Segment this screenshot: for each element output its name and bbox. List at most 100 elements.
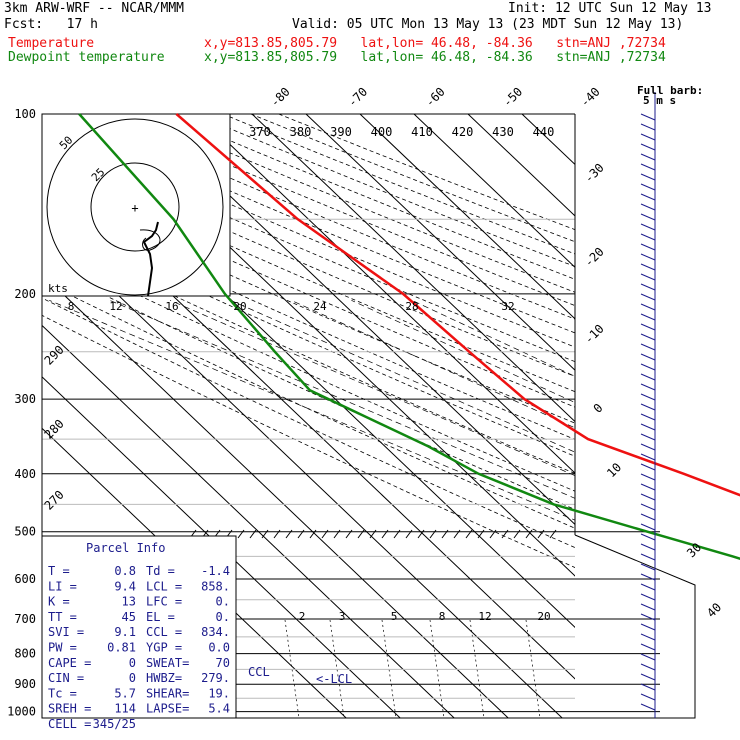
hodo-speed-tick: 24 (313, 300, 327, 313)
isotherm-line (143, 114, 575, 526)
skew-tick (501, 529, 509, 539)
mixing-ratio-label: 5 (391, 610, 398, 623)
dewpoint-line (78, 113, 740, 560)
parcel-key: SREH = (48, 702, 91, 716)
hodo-center-plus: + (131, 201, 138, 215)
skew-tick (477, 529, 485, 539)
temp-right-tick: 10 (604, 460, 624, 480)
isotherm-line (413, 114, 575, 269)
parcel-value: 0. (216, 610, 230, 624)
wind-barb (640, 583, 656, 591)
dry-adiabat-line (166, 114, 575, 280)
dry-adiabat-line (42, 217, 575, 457)
isotherm-line (576, 114, 740, 718)
parcel-key: CIN = (48, 671, 84, 685)
dewpoint-location: x,y=813.85,805.79 lat,lon= 46.48, -84.36… (204, 50, 666, 65)
wind-barb (640, 243, 656, 251)
wind-barb (640, 653, 656, 661)
mixing-ratio-label: 8 (439, 610, 446, 623)
wind-barb (640, 153, 656, 161)
theta-e-label: 390 (330, 125, 352, 139)
skew-tick (549, 529, 557, 539)
wind-barb (640, 433, 656, 441)
pressure-tick-label: 1000 (7, 705, 36, 719)
parcel-key: T = (48, 564, 70, 578)
wind-barb (640, 623, 656, 631)
parcel-value: 834. (201, 625, 230, 639)
parcel-key: Tc = (48, 686, 77, 700)
ccl-annotation: CCL (248, 665, 270, 679)
wind-barb (640, 223, 656, 231)
parcel-key: LI = (48, 579, 77, 593)
wind-barb (640, 673, 656, 681)
parcel-value: 9.1 (114, 625, 136, 639)
wind-barb (640, 593, 656, 601)
wind-barb (640, 273, 656, 281)
isotherm-line (521, 114, 575, 166)
wind-barb (640, 543, 656, 551)
hodo-speed-unit: kts (48, 282, 68, 295)
hodo-ring-inner (90, 162, 180, 252)
parcel-info-frame (41, 535, 237, 719)
temperature-location: x,y=813.85,805.79 lat,lon= 46.48, -84.36… (204, 36, 666, 51)
wind-barb (640, 523, 656, 531)
mixing-ratio-line (381, 619, 397, 719)
theta-e-label: 420 (452, 125, 474, 139)
wind-legend-unit: 5 m s (643, 94, 676, 107)
wind-barb (640, 693, 656, 701)
parcel-value: 858. (201, 579, 230, 593)
wind-barb (640, 333, 656, 341)
dry-adiabat-line (42, 187, 575, 424)
skew-tick (297, 529, 305, 539)
parcel-value: 114 (114, 702, 136, 716)
parcel-value: 279. (201, 671, 230, 685)
parcel-key: SHEAR= (146, 686, 189, 700)
skew-tick (237, 529, 245, 539)
theta-e-label: 430 (492, 125, 514, 139)
skew-tick (537, 529, 545, 539)
wind-barb (640, 403, 656, 411)
isotherm-line (305, 114, 575, 371)
background-lines (42, 114, 740, 719)
wind-barb (640, 683, 656, 691)
hodo-speed-tick: 28 (405, 300, 418, 313)
isotherm-line (359, 114, 575, 320)
skew-tick (525, 529, 533, 539)
parcel-value: 13 (122, 595, 136, 609)
wind-barb (640, 553, 656, 561)
hodo-speed-tick: 20 (233, 300, 246, 313)
theta-label: 290 (42, 343, 67, 368)
parcel-key: Td = (146, 564, 175, 578)
parcel-key: SVI = (48, 625, 84, 639)
wind-barb (640, 173, 656, 181)
parcel-key: CELL = (48, 717, 91, 731)
theta-e-label: 440 (533, 125, 555, 139)
pressure-tick-label: 100 (14, 107, 36, 121)
wind-barb (640, 463, 656, 471)
wind-barb (640, 643, 656, 651)
theta-label: 280 (42, 417, 67, 442)
temp-right-tick: -30 (582, 161, 607, 186)
theta-e-label: 380 (290, 125, 312, 139)
wind-barb (640, 483, 656, 491)
hodo-storm-motion (139, 229, 161, 251)
wind-barb (640, 123, 656, 131)
wind-barb (640, 343, 656, 351)
hodo-speed-tick: 8 (68, 300, 75, 313)
isotherm-line (467, 114, 575, 217)
parcel-key: LCL = (146, 579, 182, 593)
mixing-ratio-label: 12 (478, 610, 491, 623)
wind-barb (640, 263, 656, 271)
init-time: Init: 12 UTC Sun 12 May 13 (508, 1, 712, 16)
temp-right-tick: 0 (591, 401, 606, 416)
mixing-ratio-label: 2 (299, 610, 306, 623)
isotherm-line (197, 114, 575, 474)
pressure-tick-label: 200 (14, 287, 36, 301)
wind-barb (640, 423, 656, 431)
skew-tick (285, 529, 293, 539)
skew-tick (261, 529, 269, 539)
temp-right-tick: 40 (704, 600, 724, 620)
lcl-annotation: <-LCL (316, 672, 352, 686)
parcel-value: 0.8 (114, 564, 136, 578)
